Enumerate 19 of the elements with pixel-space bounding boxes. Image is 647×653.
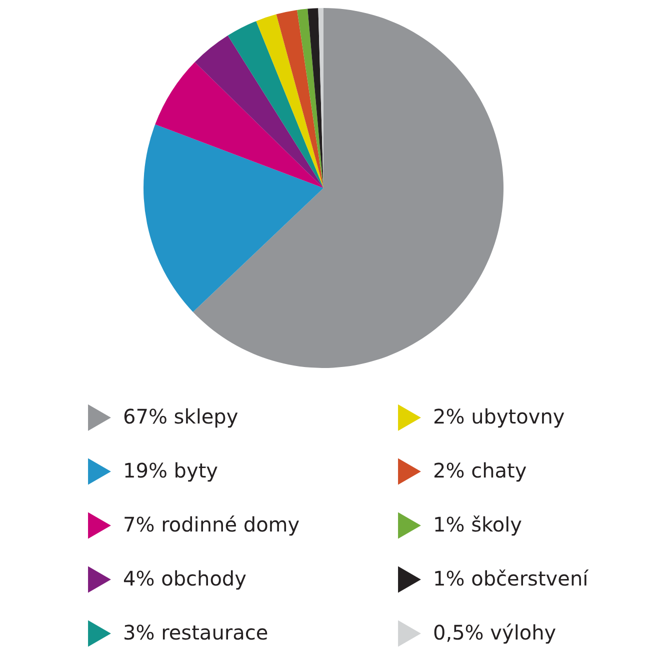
legend-label: 0,5% výlohy <box>433 620 556 644</box>
legend-label: 2% chaty <box>433 458 527 482</box>
legend-label: 1% občerstvení <box>433 566 590 590</box>
pie-slice <box>297 8 324 188</box>
legend-label: 2% ubytovny <box>433 404 565 429</box>
pie-slice <box>308 8 324 188</box>
pie-slice <box>194 36 324 188</box>
pie-slice <box>192 8 504 368</box>
legend-label: 19% byty <box>123 458 218 482</box>
pie-slice <box>256 14 324 188</box>
pie-slice <box>228 21 324 188</box>
legend-label: 1% školy <box>433 512 522 536</box>
legend-label: 4% obchody <box>123 566 247 590</box>
pie-slice <box>144 124 324 312</box>
legend-label: 7% rodinné domy <box>123 512 300 536</box>
pie-slice <box>155 62 324 188</box>
legend-label: 3% restaurace <box>123 620 268 644</box>
pie-slice <box>276 10 324 188</box>
legend-label: 67% sklepy <box>123 404 238 429</box>
